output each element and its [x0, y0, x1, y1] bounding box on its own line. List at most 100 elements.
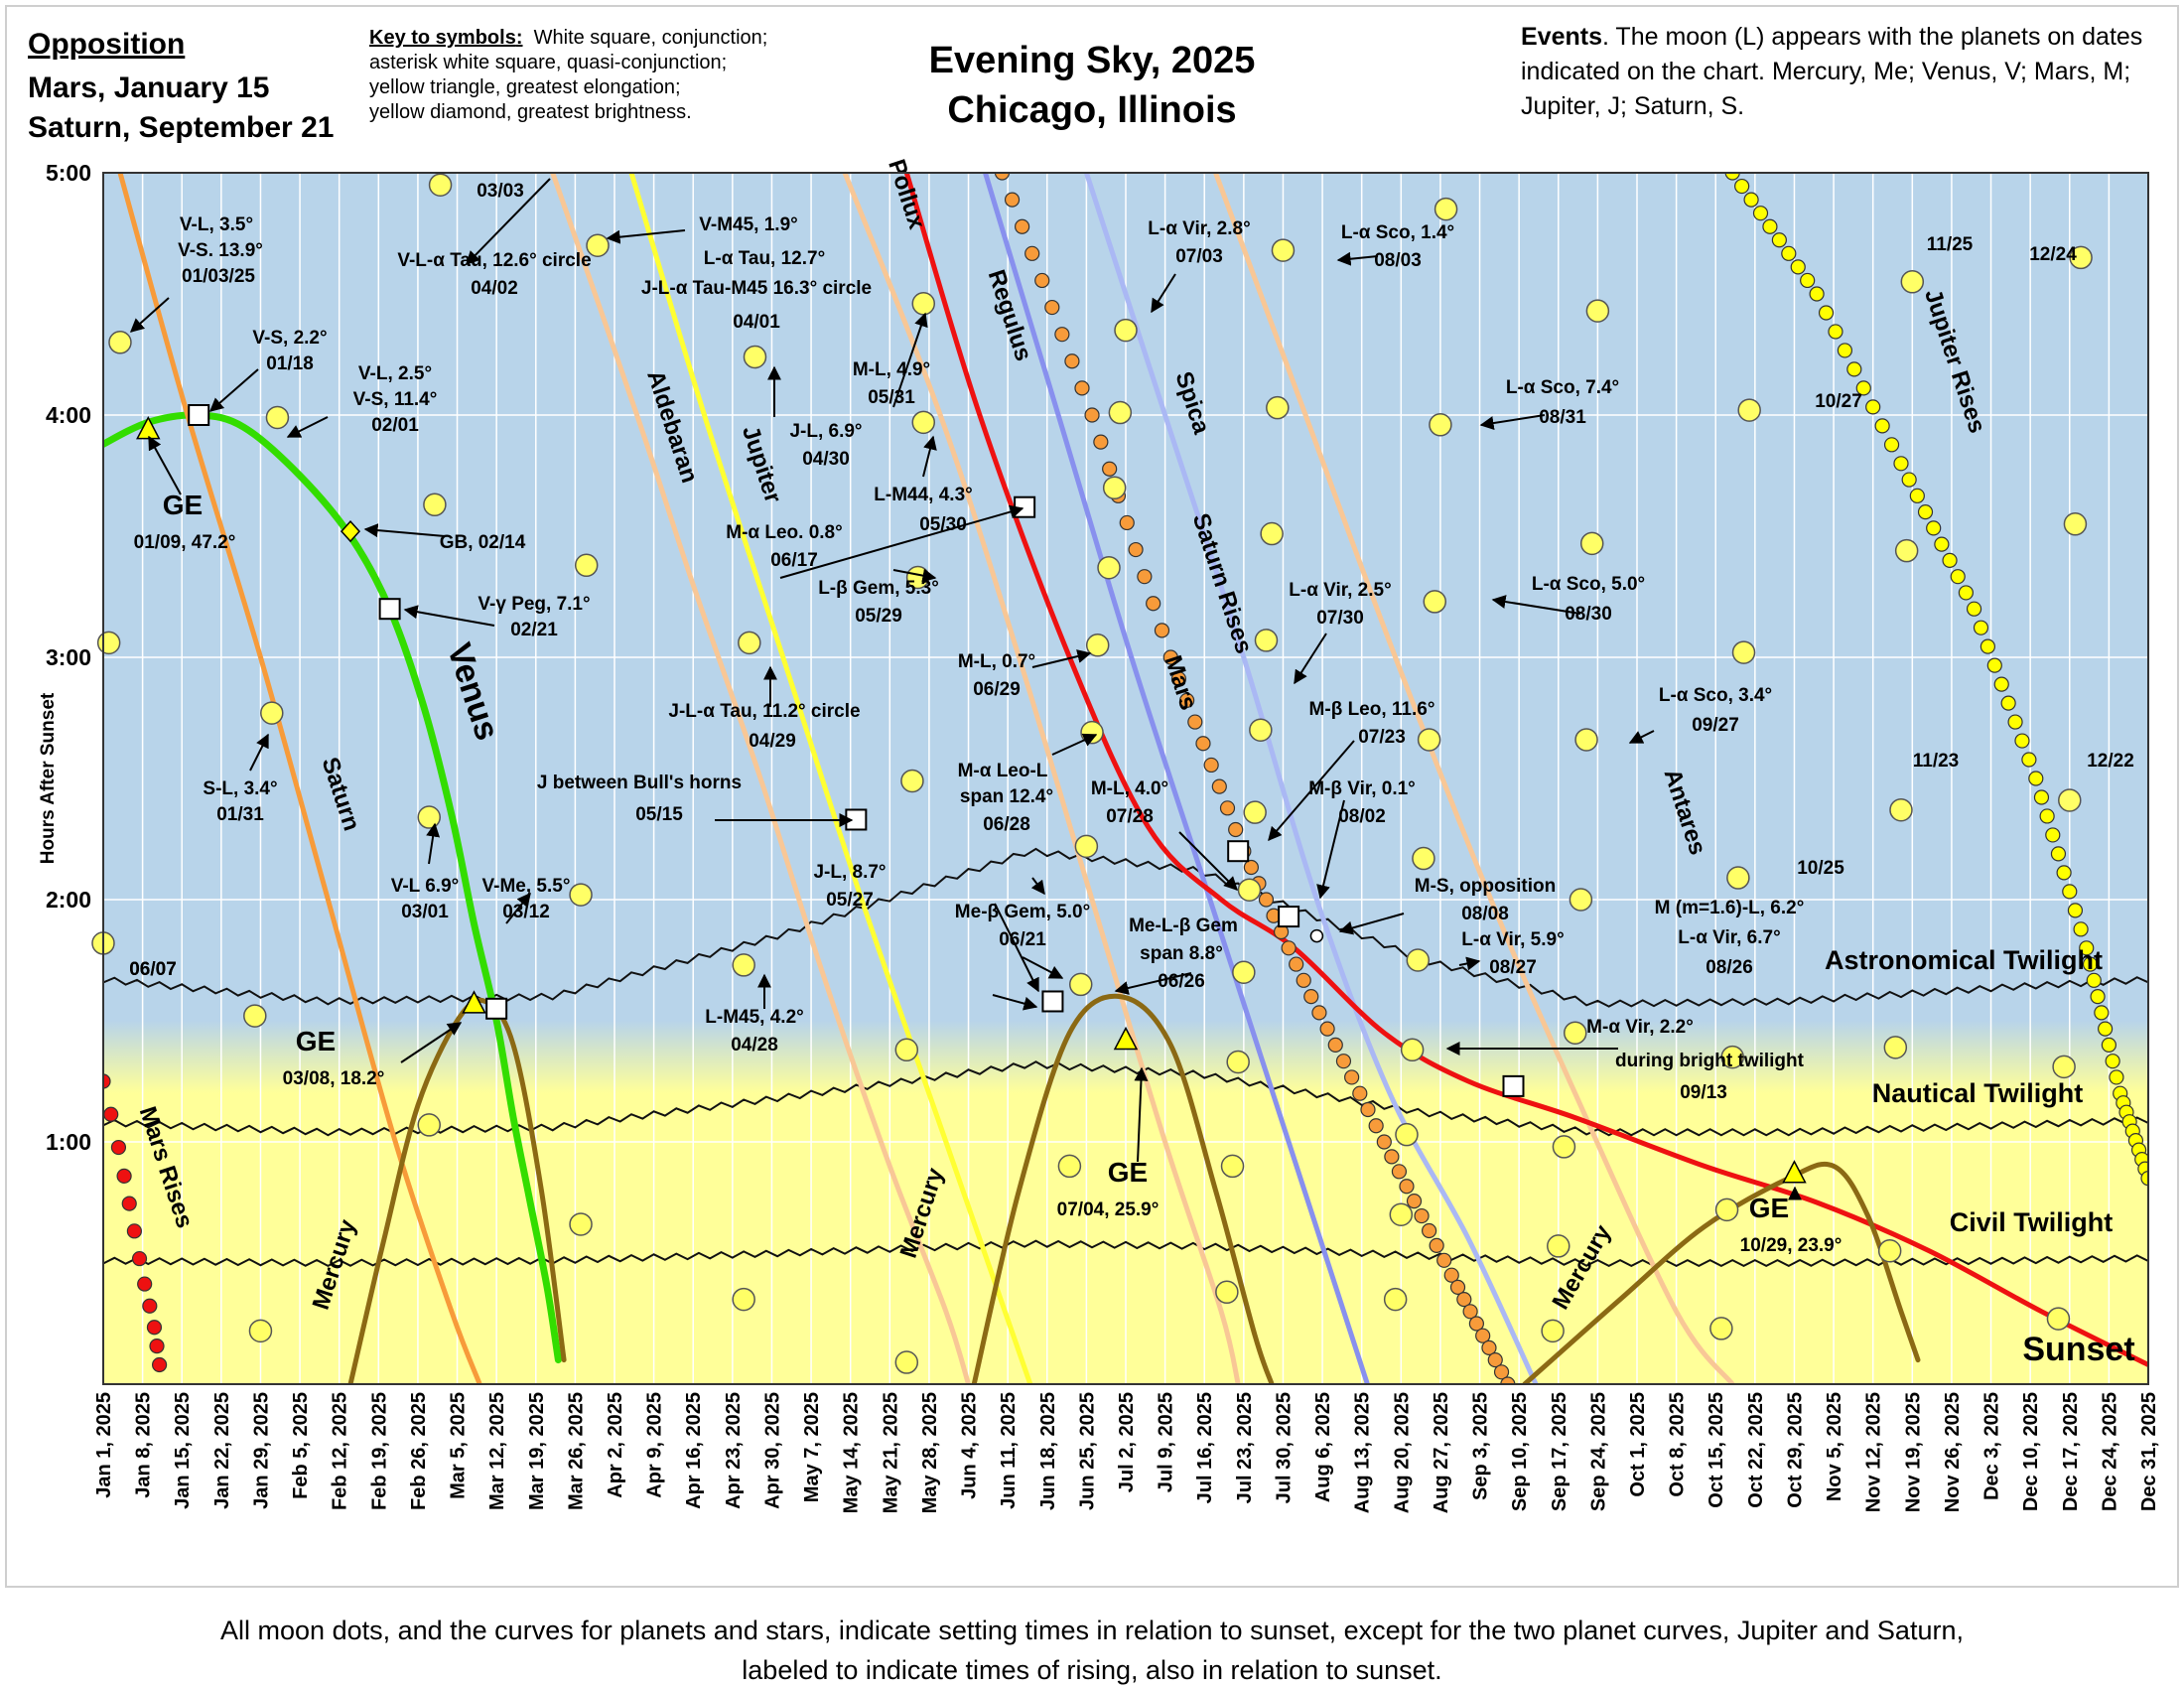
dot-jupiter-rises: [2045, 827, 2061, 843]
annotation-label: M-α Leo-L: [958, 761, 1048, 781]
annotation-label: 07/03: [1175, 246, 1223, 267]
annotation-label: L-M44, 4.3°: [874, 485, 972, 505]
moon-dot: [1737, 398, 1761, 422]
moon-dot: [96, 631, 121, 655]
annotation-label: 04/02: [471, 278, 518, 299]
x-tick-label: Dec 31, 2025: [2138, 1392, 2160, 1511]
dot-saturn-rises: [1422, 1222, 1437, 1239]
annotation-label: 03/03: [477, 181, 524, 202]
dot-mars-rises: [116, 1168, 132, 1184]
dot-jupiter-rises: [2090, 988, 2106, 1005]
annotation-label: M-S, opposition: [1415, 876, 1556, 897]
annotation-label: 01/09, 47.2°: [134, 532, 236, 553]
key-line-1: White square, conjunction;: [533, 27, 768, 49]
annotation-label: 04/28: [731, 1035, 778, 1056]
dot-jupiter-rises: [1874, 418, 1890, 434]
dot-saturn-rises: [1456, 1291, 1472, 1308]
moon-dot: [1226, 1050, 1250, 1074]
x-tick-label: May 14, 2025: [841, 1392, 863, 1513]
twilight-line-nautical-twilight: [103, 1060, 2148, 1137]
elongation-marker: [1113, 1026, 1139, 1051]
annotation-label: V-S. 13.9°: [178, 240, 263, 261]
conjunction-marker: [1014, 495, 1036, 518]
y-tick-label: 4:00: [46, 402, 91, 428]
dot-saturn-rises: [1162, 649, 1178, 665]
annotation-arrow: [1628, 730, 1655, 744]
annotation-label: L-α Vir, 6.7°: [1678, 927, 1780, 948]
annotation-label: L-α Sco, 5.0°: [1532, 574, 1645, 595]
outer-frame: [5, 5, 2179, 1588]
dot-mars-rises: [142, 1298, 158, 1314]
x-tick-label: Dec 3, 2025: [1981, 1392, 2003, 1500]
opposition-saturn: Saturn, September 21: [28, 111, 335, 144]
dot-saturn-rises: [1475, 1328, 1491, 1343]
annotation-label: 07/23: [1358, 727, 1406, 748]
moon-dot: [569, 1212, 593, 1236]
x-tick-label: Aug 13, 2025: [1352, 1392, 1374, 1513]
annotation-label: 01/18: [266, 353, 314, 374]
annotation-label: J-L, 8.7°: [813, 862, 886, 883]
dot-saturn-rises: [1004, 192, 1021, 208]
dot-jupiter-rises: [2079, 940, 2095, 956]
annotation-label: 04/01: [733, 312, 780, 333]
annotation-label: V-S, 2.2°: [252, 328, 327, 349]
elongation-marker: [1782, 1160, 1807, 1184]
dot-saturn-rises: [1102, 461, 1118, 477]
x-tick-label: Sep 17, 2025: [1549, 1392, 1570, 1511]
curve-mars: [903, 173, 2148, 1367]
dot-saturn-rises: [1391, 1164, 1408, 1180]
twilight-date-label: 06/07: [129, 959, 177, 980]
moon-dot: [417, 1113, 441, 1137]
x-tick-label: Apr 23, 2025: [723, 1392, 745, 1509]
opposition-marker: [1309, 928, 1324, 943]
moon-dot: [2063, 512, 2088, 536]
moon-dot: [894, 1038, 919, 1062]
x-tick-label: Nov 12, 2025: [1863, 1392, 1885, 1512]
conjunction-marker: [1041, 990, 1064, 1013]
annotation-arrow: [1268, 740, 1355, 842]
annotation-label: M-L, 4.9°: [853, 359, 930, 380]
dot-saturn-rises: [1093, 434, 1109, 450]
x-tick-label: Jan 8, 2025: [133, 1392, 155, 1498]
dot-saturn-rises: [1303, 988, 1319, 1005]
dot-jupiter-rises: [1790, 259, 1806, 275]
moon-dot: [1232, 960, 1256, 984]
annotation-arrow: [606, 229, 686, 244]
elongation-marker: [136, 416, 161, 440]
moon-dot: [1541, 1319, 1565, 1343]
annotation-label: M (m=1.6)-L, 6.2°: [1655, 898, 1805, 918]
annotation-arrow: [1151, 273, 1176, 314]
x-tick-label: Oct 1, 2025: [1627, 1392, 1649, 1497]
dot-saturn-rises: [1493, 1364, 1510, 1380]
x-tick-label: Jan 22, 2025: [211, 1392, 233, 1509]
opposition-title: Opposition: [28, 28, 186, 61]
annotation-label: 06/21: [999, 929, 1046, 950]
annotation-arrows: [129, 178, 1802, 1200]
moon-dot: [1423, 590, 1447, 614]
dot-jupiter-rises: [1846, 361, 1862, 377]
annotation-label: Me-β Gem, 5.0°: [955, 902, 1090, 922]
plot-border: [102, 172, 2149, 1385]
twilight-line-civil-twilight: [103, 1239, 2148, 1268]
moon-dot: [1389, 1202, 1414, 1226]
annotation-label: 04/29: [749, 731, 796, 752]
annotation-label: 08/02: [1338, 806, 1386, 827]
dot-saturn-rises: [1154, 623, 1170, 638]
dot-jupiter-rises: [1993, 676, 2009, 692]
event-markers: [136, 404, 1807, 1184]
annotation-label: 08/03: [1374, 250, 1422, 271]
annotation-label: 06/28: [983, 814, 1030, 835]
moon-dot: [1383, 1287, 1408, 1312]
moon-dot: [1068, 972, 1093, 997]
dot-saturn-rises: [1414, 1207, 1430, 1224]
dot-saturn-rises: [1449, 1279, 1466, 1296]
x-tick-label: Oct 22, 2025: [1745, 1392, 1767, 1508]
moon-dot: [265, 405, 290, 430]
annotation-label: V-Me, 5.5°: [482, 876, 571, 897]
dot-saturn-rises: [1344, 1069, 1360, 1085]
moon-dot: [1254, 629, 1279, 652]
moon-dot: [1547, 1234, 1570, 1258]
moon-dot: [1877, 1239, 1902, 1263]
dot-jupiter-rises: [1837, 343, 1852, 358]
annotation-arrow: [892, 568, 937, 583]
